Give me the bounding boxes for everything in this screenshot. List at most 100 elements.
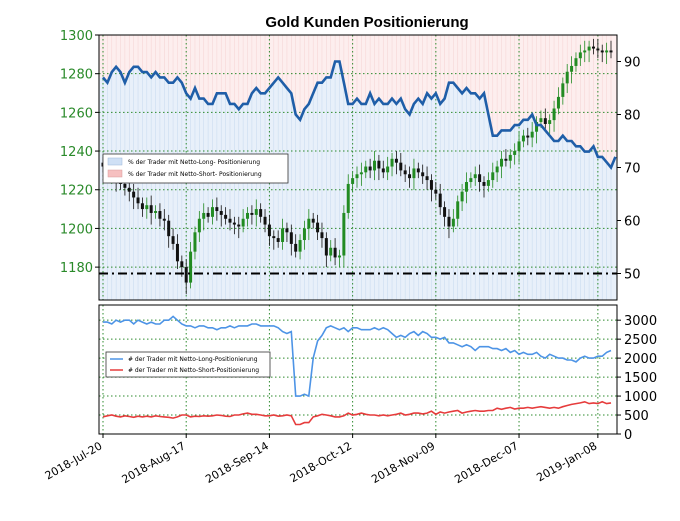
candle-body [473,174,477,179]
candle-body [145,205,149,210]
candle-body [556,96,560,109]
candle-body [219,211,223,215]
left-tick-label: 1220 [60,184,93,199]
candle-body [408,174,412,179]
candle-body [316,222,320,233]
candle-body [539,118,543,123]
right-tick-label: 1000 [624,390,657,405]
candle-body [600,50,604,53]
date-tick-label: 2018-Jul-20 [43,439,105,482]
candle-body [438,193,442,208]
candle-body [298,240,302,252]
candle-body [587,46,591,51]
candle-body [416,168,420,173]
candle-body [241,218,245,227]
candle-body [329,247,333,256]
candle-body [486,180,490,186]
date-axis: 2018-Jul-20 2018-Aug-17 2018-Sep-14 2018-Oc… [43,434,599,486]
candle-body [552,108,556,121]
legend-short-swatch [107,169,123,178]
candle-body [259,209,263,217]
candle-body [132,191,136,198]
long-area [99,61,617,300]
right-tick-label: 60 [624,215,641,230]
left-tick-label: 1200 [60,222,93,237]
candle-body [478,174,482,183]
right-tick-label: 500 [624,409,649,424]
left-tick-label: 1300 [60,29,93,44]
lower-legend: # der Trader mit Netto-Long-Positionieru… [105,351,271,378]
candle-body [149,205,153,213]
lower-panel: 0 500 1000 1500 2000 2500 3000 # der Trader mi… [98,304,657,443]
candle-body [311,218,315,223]
candle-body [425,176,429,181]
candle-body [447,216,451,227]
candle-body [491,172,495,181]
candle-body [609,50,613,53]
date-tick-label: 2019-Jan-08 [534,439,599,484]
candle-body [561,83,565,97]
right-tick-label: 2500 [624,333,657,348]
legend-trader-short-label: # der Trader mit Netto-Short-Positionier… [128,367,259,374]
candle-body [206,212,210,217]
candle-body [464,182,468,192]
candle-body [320,232,324,239]
candle-body [250,212,254,215]
candle-body [451,218,455,227]
candle-body [399,162,403,171]
candle-body [535,122,539,132]
candle-body [359,172,363,175]
candle-body [246,212,250,219]
candle-body [456,201,460,219]
candle-body [482,182,486,186]
candle-body [123,183,127,188]
candle-body [434,189,438,194]
right-tick-label: 2000 [624,352,657,367]
trader-short-count-line [102,400,612,426]
candle-body [543,118,547,124]
candle-body [513,151,517,155]
candle-body [504,158,508,161]
candle-body [346,183,350,213]
candle-body [154,211,158,213]
upper-legend: % der Trader mit Netto-Long- Positionier… [102,153,289,184]
upper-legend-box [102,153,289,184]
trader-long-count-line [103,315,612,398]
candle-body [285,228,289,233]
left-price-axis: 1180 1200 1220 1240 1260 1280 1300 [60,29,99,276]
date-tick-label: 2018-Sep-14 [203,439,271,486]
candle-body [228,218,232,223]
right-tick-label: 70 [624,162,641,177]
candle-body [197,218,201,233]
candle-body [403,170,407,175]
candle-body [167,220,171,237]
date-tick-label: 2018-Dec-07 [452,439,520,486]
candle-body [355,174,359,179]
candle-body [267,224,271,237]
candle-body [342,212,346,256]
left-tick-label: 1180 [60,261,93,276]
candle-body [517,141,521,152]
left-tick-label: 1240 [60,145,93,160]
lower-legend-box [105,351,271,378]
candle-body [224,214,228,219]
candle-body [390,158,394,167]
right-percent-axis: 50 60 70 80 90 [617,56,641,283]
candle-body [272,236,276,239]
candle-body [574,58,578,66]
candle-body [469,178,473,183]
date-tick-label: 2018-Oct-12 [288,439,354,485]
candle-body [171,236,175,244]
candle-body [333,247,337,258]
candle-body [158,211,162,219]
candle-body [263,216,267,225]
candle-body [412,168,416,179]
right-tick-label: 1500 [624,371,657,386]
legend-short-label: % der Trader mit Netto-Short- Positionie… [128,171,262,178]
legend-trader-long-label: # der Trader mit Netto-Long-Positionieru… [128,356,258,363]
candle-body [254,209,258,215]
candle-body [368,166,372,171]
candle-body [500,158,504,167]
candle-body [394,158,398,163]
pct-long-line [101,60,617,170]
